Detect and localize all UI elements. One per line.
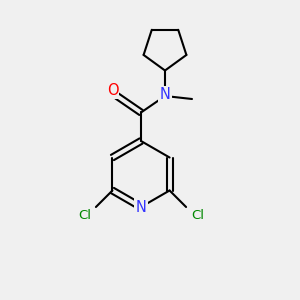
Text: Cl: Cl [78,209,91,222]
Text: Cl: Cl [191,209,204,222]
Text: N: N [160,87,170,102]
Text: N: N [136,200,146,214]
Text: O: O [107,83,118,98]
